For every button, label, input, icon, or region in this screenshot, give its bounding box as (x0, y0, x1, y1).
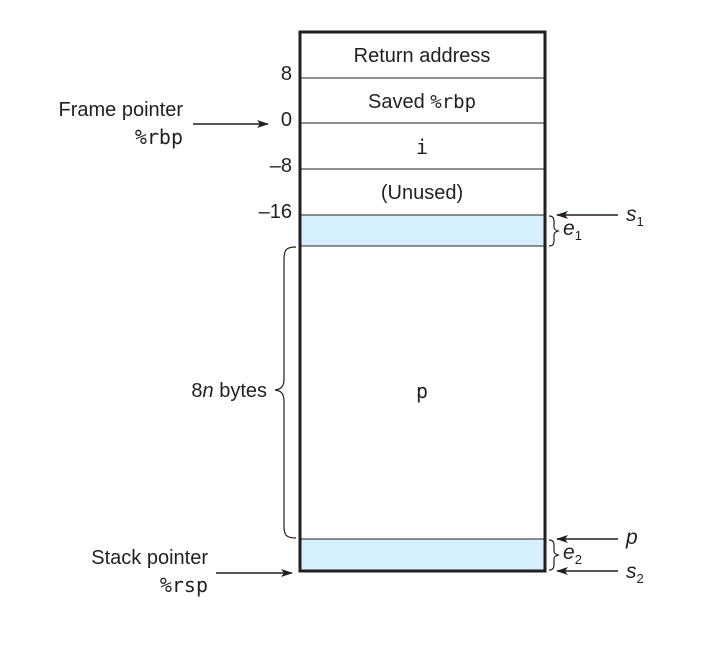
s2-label: s2 (626, 560, 644, 586)
frame-pointer-label: Frame pointer (59, 99, 184, 121)
array-size-label: 8n bytes (191, 380, 267, 402)
p-label: p (625, 526, 638, 549)
cell-dividers (300, 77, 545, 540)
e2-label: e2 (563, 541, 582, 567)
e1-brace (548, 215, 560, 247)
cell-label-p: p (416, 379, 428, 403)
cell-label-return-address: Return address (354, 45, 491, 67)
offset-label: –16 (259, 201, 292, 223)
stack-frame-box (298, 30, 547, 573)
array-size-brace (274, 246, 297, 539)
frame-pointer-register: %rbp (135, 125, 183, 149)
padding-cell-e1 (300, 215, 545, 246)
cell-label-saved-rbp: Saved %rbp (368, 91, 476, 113)
stack-pointer-label: Stack pointer (91, 547, 208, 569)
e1-label: e1 (563, 217, 582, 243)
offset-label: –8 (270, 155, 292, 177)
e2-brace (548, 539, 560, 571)
cell-label-unused: (Unused) (381, 182, 463, 204)
offset-label: 0 (281, 109, 292, 131)
stack-pointer-register: %rsp (160, 573, 208, 597)
offset-label: 8 (281, 63, 292, 85)
s1-label: s1 (626, 203, 644, 229)
cell-label-i: i (416, 135, 428, 159)
padding-cell-e2 (300, 539, 545, 570)
